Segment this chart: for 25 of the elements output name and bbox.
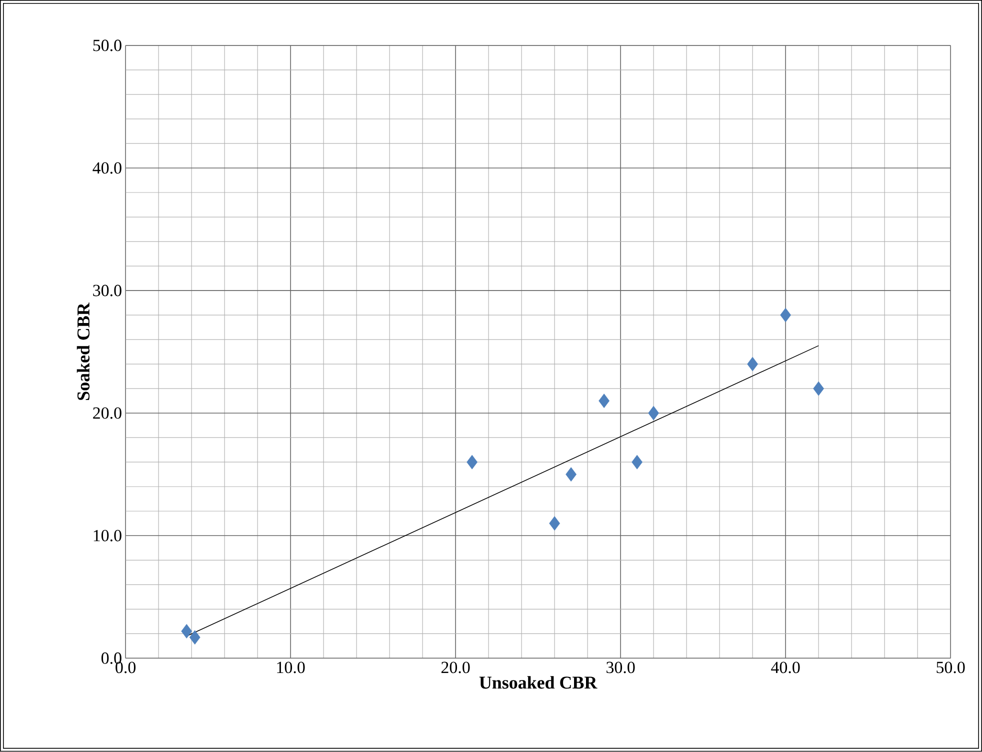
point <box>813 382 824 396</box>
point <box>598 394 610 408</box>
point <box>632 455 643 470</box>
point <box>566 467 577 482</box>
y-tick-label: 0.0 <box>101 652 122 664</box>
y-tick-label: 30.0 <box>93 284 122 296</box>
point <box>780 308 792 322</box>
y-tick-label: 10.0 <box>94 530 122 542</box>
point <box>648 406 660 420</box>
point <box>181 624 192 639</box>
point <box>747 357 758 372</box>
point <box>466 455 478 470</box>
y-tick-label: 50.0 <box>93 40 122 52</box>
x-tick-label: 10.0 <box>277 662 305 674</box>
x-tick-label: 50.0 <box>936 662 965 674</box>
point <box>189 630 200 645</box>
x-tick-label: 40.0 <box>771 662 800 674</box>
x-axis-title: Unsoaked CBR <box>479 676 598 689</box>
point <box>549 516 560 531</box>
x-tick-label: 30.0 <box>606 662 635 674</box>
y-axis-title: Soaked CBR <box>76 302 90 400</box>
y-tick-label: 40.0 <box>92 162 122 174</box>
x-tick-label: 0.0 <box>116 662 136 674</box>
x-tick-label: 20.0 <box>441 662 470 674</box>
y-tick-label: 20.0 <box>93 407 122 419</box>
